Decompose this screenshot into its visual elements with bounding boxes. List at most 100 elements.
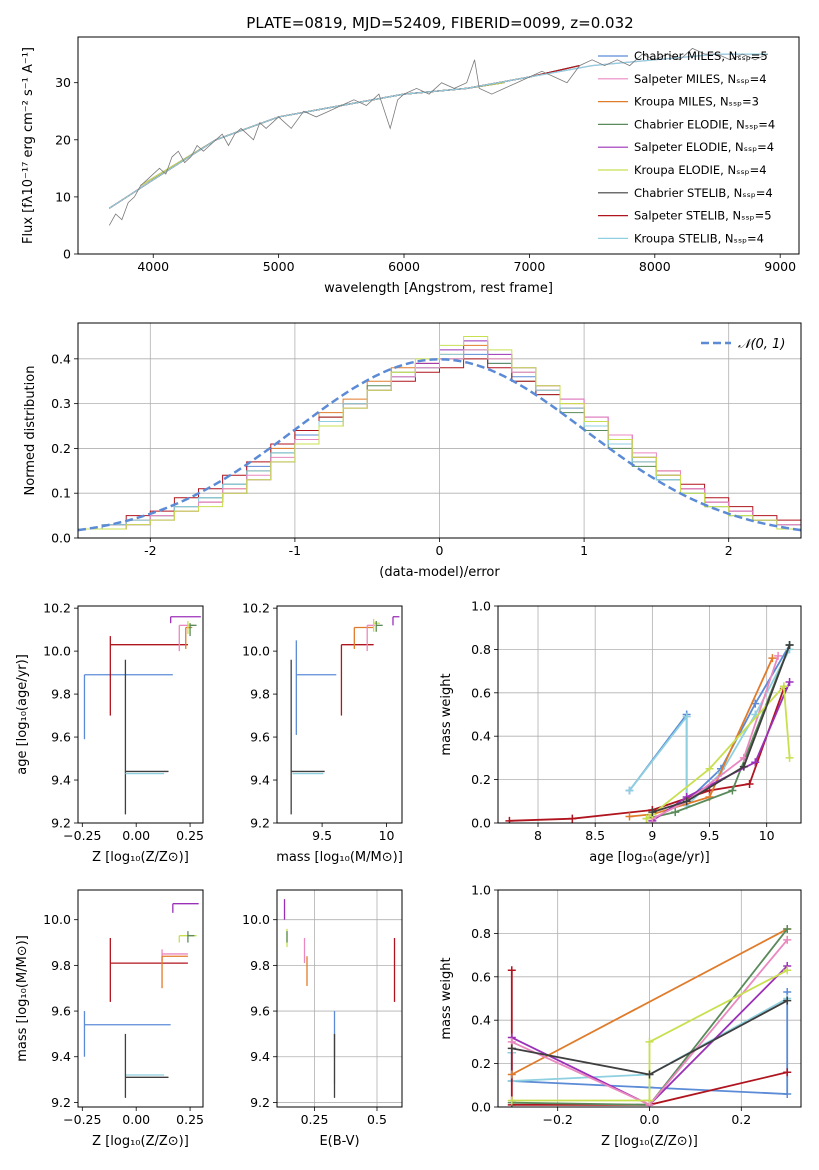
y-tick-label: 0.4: [471, 1013, 491, 1028]
weight-line: [509, 688, 785, 822]
plus-marker: [783, 935, 792, 944]
axes-frame: [77, 889, 204, 1108]
y-tick-label: 10.2: [43, 601, 71, 616]
y-tick-label: 9.8: [250, 958, 270, 973]
plus-marker: [785, 677, 794, 686]
legend-label: Kroupa STELIB, Nₛₛₚ=4: [634, 231, 764, 245]
plus-marker: [671, 808, 680, 817]
y-tick-label: 9.2: [51, 1095, 71, 1110]
plus-marker: [745, 779, 754, 788]
weight-line: [629, 657, 774, 818]
model-line: [108, 65, 580, 209]
legend-label: Salpeter ELODIE, Nₛₛₚ=4: [634, 140, 774, 154]
y-tick-label: 0.1: [51, 486, 71, 501]
plot-area: [83, 616, 201, 815]
plus-marker: [768, 654, 777, 663]
plot-area: [290, 616, 400, 815]
plus-marker: [507, 1070, 516, 1079]
errorbar-point: [353, 626, 374, 649]
x-tick-label: 7000: [514, 259, 546, 274]
plus-marker: [505, 816, 514, 823]
errorbar-point: [290, 659, 325, 815]
legend-label: Salpeter MILES, Nₛₛₚ=4: [634, 72, 767, 86]
errorbar-point: [83, 674, 173, 740]
x-tick-label: 0.00: [122, 1112, 150, 1127]
y-tick-label: 9.4: [250, 1049, 270, 1064]
plus-marker: [785, 641, 794, 650]
y-tick-label: 0.2: [51, 441, 71, 456]
weight-line: [652, 644, 791, 813]
histogram-step: [78, 335, 801, 530]
y-axis-label: age [log₁₀(age/yr)]: [15, 654, 30, 775]
panel-massweight-vs-Z: −0.2 0.0 0.2 0.0 0.2 0.4 0.6 0.8 1.0 Z [log₁₀(Z/Z…: [439, 883, 802, 1149]
x-tick-label: 0.00: [122, 828, 150, 843]
legend-label: Kroupa MILES, Nₛₛₚ=3: [634, 95, 759, 109]
axes-frame: [276, 605, 403, 824]
panel-age-vs-mass: 9.5 10 9.2 9.4 9.6 9.8 10.0 10.2 mass [log₁₀(M/M…: [242, 601, 403, 865]
x-tick-label: 8: [534, 828, 542, 843]
panel-age-vs-Z: −0.25 0.00 0.25 9.2 9.4 9.6 9.8 10.0 10.2 Z [log₁…: [15, 601, 204, 865]
x-tick-label: 8.5: [585, 828, 605, 843]
y-tick-label: 9.6: [51, 1004, 71, 1019]
legend-label: Kroupa ELODIE, Nₛₛₚ=4: [634, 163, 767, 177]
y-tick-label: 9.4: [51, 773, 71, 788]
model-line: [140, 82, 505, 187]
errorbar-point: [170, 616, 201, 624]
x-tick-label: 6000: [388, 259, 420, 274]
errorbar-point: [172, 903, 199, 913]
y-tick-label: 0.0: [471, 1100, 491, 1115]
plus-marker: [682, 712, 691, 721]
x-axis-label: Z [log₁₀(Z/Z⊙)]: [601, 1134, 698, 1149]
plus-marker: [779, 682, 788, 691]
y-axis-label: mass [log₁₀(M/M⊙)]: [15, 935, 30, 1062]
x-tick-label: 5000: [263, 259, 295, 274]
legend-label: Chabrier MILES, Nₛₛₚ=5: [634, 49, 768, 63]
x-tick-label: 9000: [764, 259, 796, 274]
plot-area: [83, 903, 199, 1098]
weight-line: [651, 655, 779, 820]
y-tick-label: 9.2: [250, 816, 270, 831]
x-tick-label: 0: [436, 543, 444, 558]
errorbar-point: [109, 937, 188, 1002]
weight-line: [511, 928, 788, 1076]
legend-label: Chabrier STELIB, Nₛₛₚ=4: [634, 186, 773, 200]
y-tick-label: 0.6: [471, 969, 491, 984]
plus-marker: [783, 925, 792, 934]
y-tick-label: 9.2: [51, 816, 71, 831]
errorbar-point: [340, 644, 374, 716]
x-tick-label: 0.5: [367, 1112, 387, 1127]
x-tick-label: −0.25: [63, 828, 101, 843]
data-line: [108, 47, 768, 226]
y-tick-label: 0.6: [471, 685, 491, 700]
plus-marker: [682, 797, 691, 806]
model-line: [108, 65, 580, 209]
plot-area: [283, 899, 396, 1098]
axes-frame: [77, 322, 802, 539]
x-tick-label: 0.25: [301, 1112, 329, 1127]
y-tick-label: 9.8: [250, 687, 270, 702]
errorbar-point: [83, 1011, 171, 1057]
plot-area: [505, 641, 794, 823]
y-axis-label: Flux [fλ10⁻¹⁷ erg cm⁻² s⁻¹ A⁻¹]: [21, 47, 36, 244]
axes-frame: [497, 605, 802, 824]
x-tick-label: 0.0: [640, 1112, 660, 1127]
x-tick-label: 2: [725, 543, 733, 558]
y-tick-label: 10.0: [43, 912, 71, 927]
x-tick-label: 9: [648, 828, 656, 843]
y-axis-label: mass weight: [439, 957, 454, 1039]
panel-massweight-vs-age: 8 8.5 9 9.5 10 0.0 0.2 0.4 0.6 0.8 1.0 age [log₁₀(a…: [439, 599, 802, 865]
errorbar-point: [124, 659, 169, 815]
x-tick-label: 0.2: [731, 1112, 751, 1127]
panel-mass-vs-EBV: 0.25 0.5 9.2 9.4 9.6 9.8 10.0 E(B-V): [242, 889, 403, 1149]
errorbar-point: [295, 640, 337, 735]
x-tick-label: −0.2: [543, 1112, 573, 1127]
legend: Chabrier MILES, Nₛₛₚ=5 Salpeter MILES, Nₛ…: [598, 49, 775, 245]
plus-marker: [648, 808, 657, 817]
y-tick-label: 10.0: [242, 644, 270, 659]
x-tick-label: 4000: [137, 259, 169, 274]
weight-line: [628, 644, 791, 804]
x-tick-label: 0.25: [176, 1112, 204, 1127]
plus-marker: [568, 814, 577, 823]
model-line: [108, 65, 580, 209]
x-tick-label: -1: [289, 543, 301, 558]
